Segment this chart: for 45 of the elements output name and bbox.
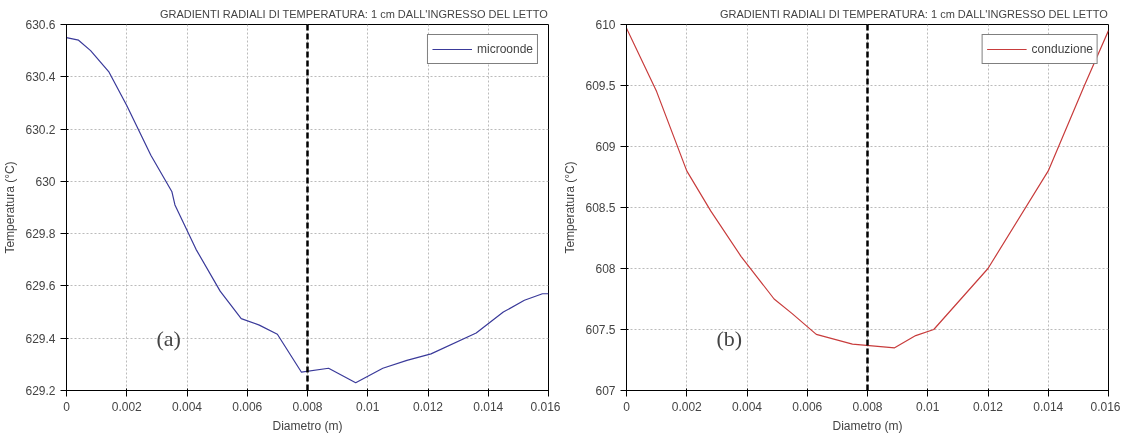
x-tick-label: 0.012 <box>972 399 1004 414</box>
y-tick-label: 609.5 <box>585 79 616 93</box>
x-tick-label: 0.014 <box>473 399 504 414</box>
x-tick-label: 0.008 <box>852 399 883 414</box>
line-series <box>66 36 549 384</box>
x-tick-label: 0.014 <box>1033 399 1064 414</box>
x-tick-label: 0.006 <box>232 399 263 414</box>
x-tick-label: 0.01 <box>916 399 940 414</box>
x-tick-label: 0.004 <box>171 399 203 414</box>
chart-title: GRADIENTI RADIALI DI TEMPERATURA: 1 cm DALL'INGRESSO DEL LETTO <box>159 7 549 20</box>
x-tick-label: 0.01 <box>356 399 380 414</box>
x-tick-label: 0 <box>623 399 631 414</box>
legend-label: conduzione <box>1031 42 1093 56</box>
annotation: (a) <box>156 325 181 351</box>
y-tick-label: 630.4 <box>25 70 56 85</box>
x-tick-label: 0.002 <box>111 399 143 414</box>
y-tick-label: 608 <box>595 262 616 276</box>
y-tick-label: 629.4 <box>25 331 56 346</box>
x-tick-label: 0.016 <box>530 399 561 414</box>
y-tick-label: 630.2 <box>25 122 56 137</box>
legend-label: microonde <box>476 42 533 56</box>
x-tick-label: 0.008 <box>292 399 323 414</box>
line-series <box>626 27 1109 349</box>
x-tick-label: 0.004 <box>731 399 763 414</box>
chart-title: GRADIENTI RADIALI DI TEMPERATURA: 1 cm DALL'INGRESSO DEL LETTO <box>719 7 1109 20</box>
y-tick-label: 630 <box>35 174 56 189</box>
y-axis-title: Temperatura (°C) <box>3 161 18 254</box>
x-axis-title: Diametro (m) <box>272 418 343 433</box>
x-tick-label: 0 <box>63 399 71 414</box>
x-tick-label: 0.006 <box>792 399 823 414</box>
y-tick-label: 630.6 <box>25 18 56 32</box>
x-axis-title: Diametro (m) <box>832 418 903 433</box>
y-tick-label: 607 <box>595 384 616 398</box>
y-tick-label: 610 <box>595 18 616 32</box>
y-tick-label: 629.8 <box>25 227 56 242</box>
x-tick-label: 0.002 <box>671 399 703 414</box>
y-tick-label: 629.6 <box>25 279 56 294</box>
y-tick-label: 608.5 <box>585 201 616 215</box>
y-tick-label: 607.5 <box>585 323 616 337</box>
x-tick-label: 0.016 <box>1090 399 1121 414</box>
y-tick-label: 629.2 <box>25 384 56 398</box>
annotation: (b) <box>716 325 743 351</box>
y-tick-label: 609 <box>595 140 616 154</box>
x-tick-label: 0.012 <box>412 399 444 414</box>
y-axis-title: Temperatura (°C) <box>563 161 578 254</box>
